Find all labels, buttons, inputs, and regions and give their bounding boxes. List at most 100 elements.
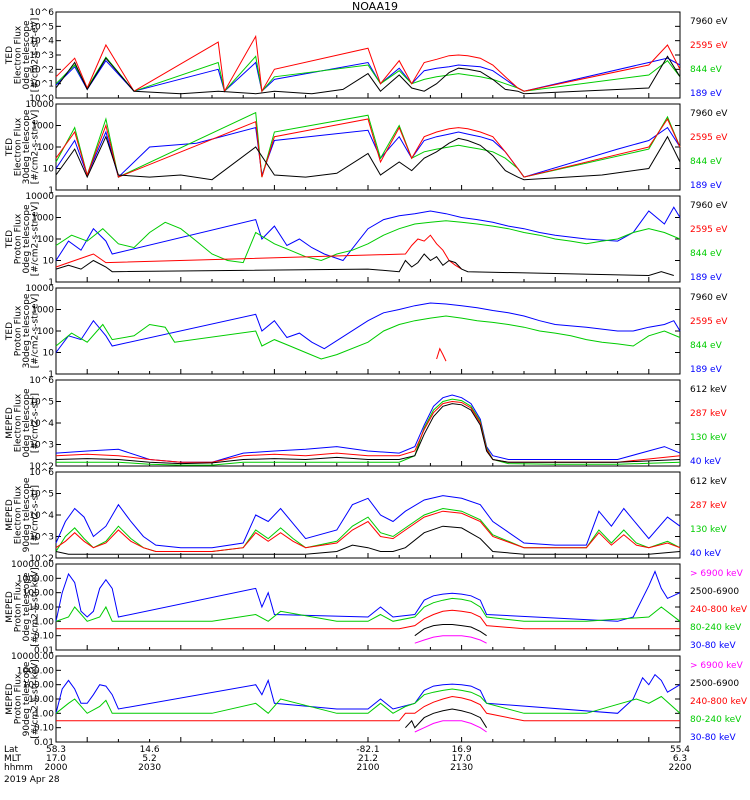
y-tick-label: 10^6 (29, 376, 54, 386)
y-tick-label: 10^3 (29, 533, 54, 543)
y-axis-label: Electron Flux (14, 25, 24, 84)
y-axis-label: Proton Flux (14, 581, 24, 632)
panel-frame (55, 379, 681, 467)
y-tick-label: 10000.00 (11, 652, 54, 662)
series-line (55, 597, 681, 622)
footer-row-name: hhmm (4, 763, 33, 773)
series-line (55, 400, 681, 463)
legend-entry: 130 keV (690, 433, 727, 443)
legend-entry: 7960 eV (690, 17, 728, 27)
legend-entry: 844 eV (690, 157, 723, 167)
panel-7: 0.01 0.10 1.00 10.00 100.00 1000.00 10000.00 ME… (5, 560, 748, 656)
footer-value: 21.2 (358, 754, 378, 764)
panel-1: 10^0 10^1 10^2 10^3 10^4 10^5 10^6 TEDElectron … (5, 8, 728, 104)
y-axis-label: [#/cm2-s-str-eV] (31, 202, 41, 277)
y-axis-label: MEPED (5, 683, 15, 715)
series-line (55, 315, 681, 360)
series-line (55, 111, 681, 178)
y-axis-label: Electron Flux (14, 117, 24, 176)
y-axis-label: Electron Flux (14, 393, 24, 452)
y-tick-label: 10^4 (29, 37, 54, 47)
legend-entry: 80-240 keV (690, 623, 742, 633)
series-line (55, 525, 681, 555)
series-line (414, 720, 487, 733)
series-line (55, 570, 681, 622)
series-line (55, 34, 681, 93)
legend-entry: 130 keV (690, 525, 727, 535)
y-axis-label: Proton Flux (14, 673, 24, 724)
series-line (55, 206, 681, 262)
legend-entry: 2595 eV (690, 317, 728, 327)
y-tick-label: 10^2 (29, 462, 54, 472)
legend-entry: 2595 eV (690, 225, 728, 235)
y-tick-label: 10.00 (28, 603, 54, 613)
y-axis-label: 90deg telescope (22, 661, 32, 736)
legend-entry: 30-80 keV (690, 733, 736, 743)
footer-value: 55.4 (670, 745, 690, 755)
y-axis-label: [#/cm2-s-str] (31, 485, 41, 545)
y-tick-label: 1000 (31, 122, 54, 132)
y-axis-label: MEPED (5, 591, 15, 623)
y-tick-label: 1.00 (34, 617, 54, 627)
legend-entry: 7960 eV (690, 201, 728, 211)
panel-frame (55, 563, 681, 651)
y-axis-label: Proton Flux (14, 213, 24, 264)
series-line (55, 234, 462, 270)
y-tick-label: 10 (43, 165, 55, 175)
y-tick-label: 10 (43, 349, 55, 359)
y-tick-label: 10 (43, 257, 55, 267)
series-line (55, 688, 681, 714)
series-line (55, 495, 681, 549)
legend-entry: 240-800 keV (690, 697, 748, 707)
footer-row-name: MLT (4, 754, 22, 764)
legend-entry: 240-800 keV (690, 605, 748, 615)
footer-value: 16.9 (452, 745, 472, 755)
y-tick-label: 1000.00 (17, 574, 54, 584)
y-tick-label: 10000 (25, 100, 54, 110)
legend-entry: 2500-6900 (690, 587, 739, 597)
legend-entry: 189 eV (690, 89, 723, 99)
series-line (405, 708, 488, 729)
legend-entry: > 6900 keV (690, 661, 744, 671)
legend-entry: 40 keV (690, 549, 722, 559)
y-tick-label: 10^5 (29, 22, 54, 32)
series-line (55, 126, 681, 179)
y-tick-label: 10^2 (29, 65, 54, 75)
panel-frame (55, 287, 681, 375)
series-line (56, 609, 680, 630)
series-line (55, 673, 681, 714)
y-axis-label: [#/cm2-s-str-eV] (31, 294, 41, 369)
footer-value: 2100 (357, 763, 380, 773)
y-axis-label: 30deg telescope (22, 293, 32, 368)
legend-entry: 30-80 keV (690, 641, 736, 651)
footer-value: 14.6 (140, 745, 160, 755)
y-tick-label: 10^0 (29, 94, 54, 104)
y-tick-label: 10^5 (29, 398, 54, 408)
y-tick-label: 100 (37, 235, 54, 245)
footer-value: 5.2 (142, 754, 156, 764)
y-axis-label: TED (5, 138, 15, 157)
y-tick-label: 100.00 (23, 681, 55, 691)
footer-value: -82.1 (356, 745, 379, 755)
footer-row-name: Lat (4, 745, 19, 755)
y-axis-label: Proton Flux (14, 305, 24, 356)
legend-entry: 844 eV (690, 249, 723, 259)
y-tick-label: 10000 (25, 192, 54, 202)
y-tick-label: 10^3 (29, 441, 54, 451)
y-tick-label: 100 (37, 143, 54, 153)
y-tick-label: 100.00 (23, 589, 55, 599)
footer-value: 17.0 (452, 754, 472, 764)
legend-entry: > 6900 keV (690, 569, 744, 579)
y-axis-label: Electron Flux (14, 485, 24, 544)
series-line (55, 55, 681, 95)
y-tick-label: 10^4 (29, 419, 54, 429)
legend-entry: 189 eV (690, 181, 723, 191)
panel-frame (55, 11, 681, 99)
series-line (436, 347, 447, 362)
footer-value: 2030 (138, 763, 161, 773)
y-tick-label: 10^6 (29, 8, 54, 18)
legend-entry: 7960 eV (690, 293, 728, 303)
